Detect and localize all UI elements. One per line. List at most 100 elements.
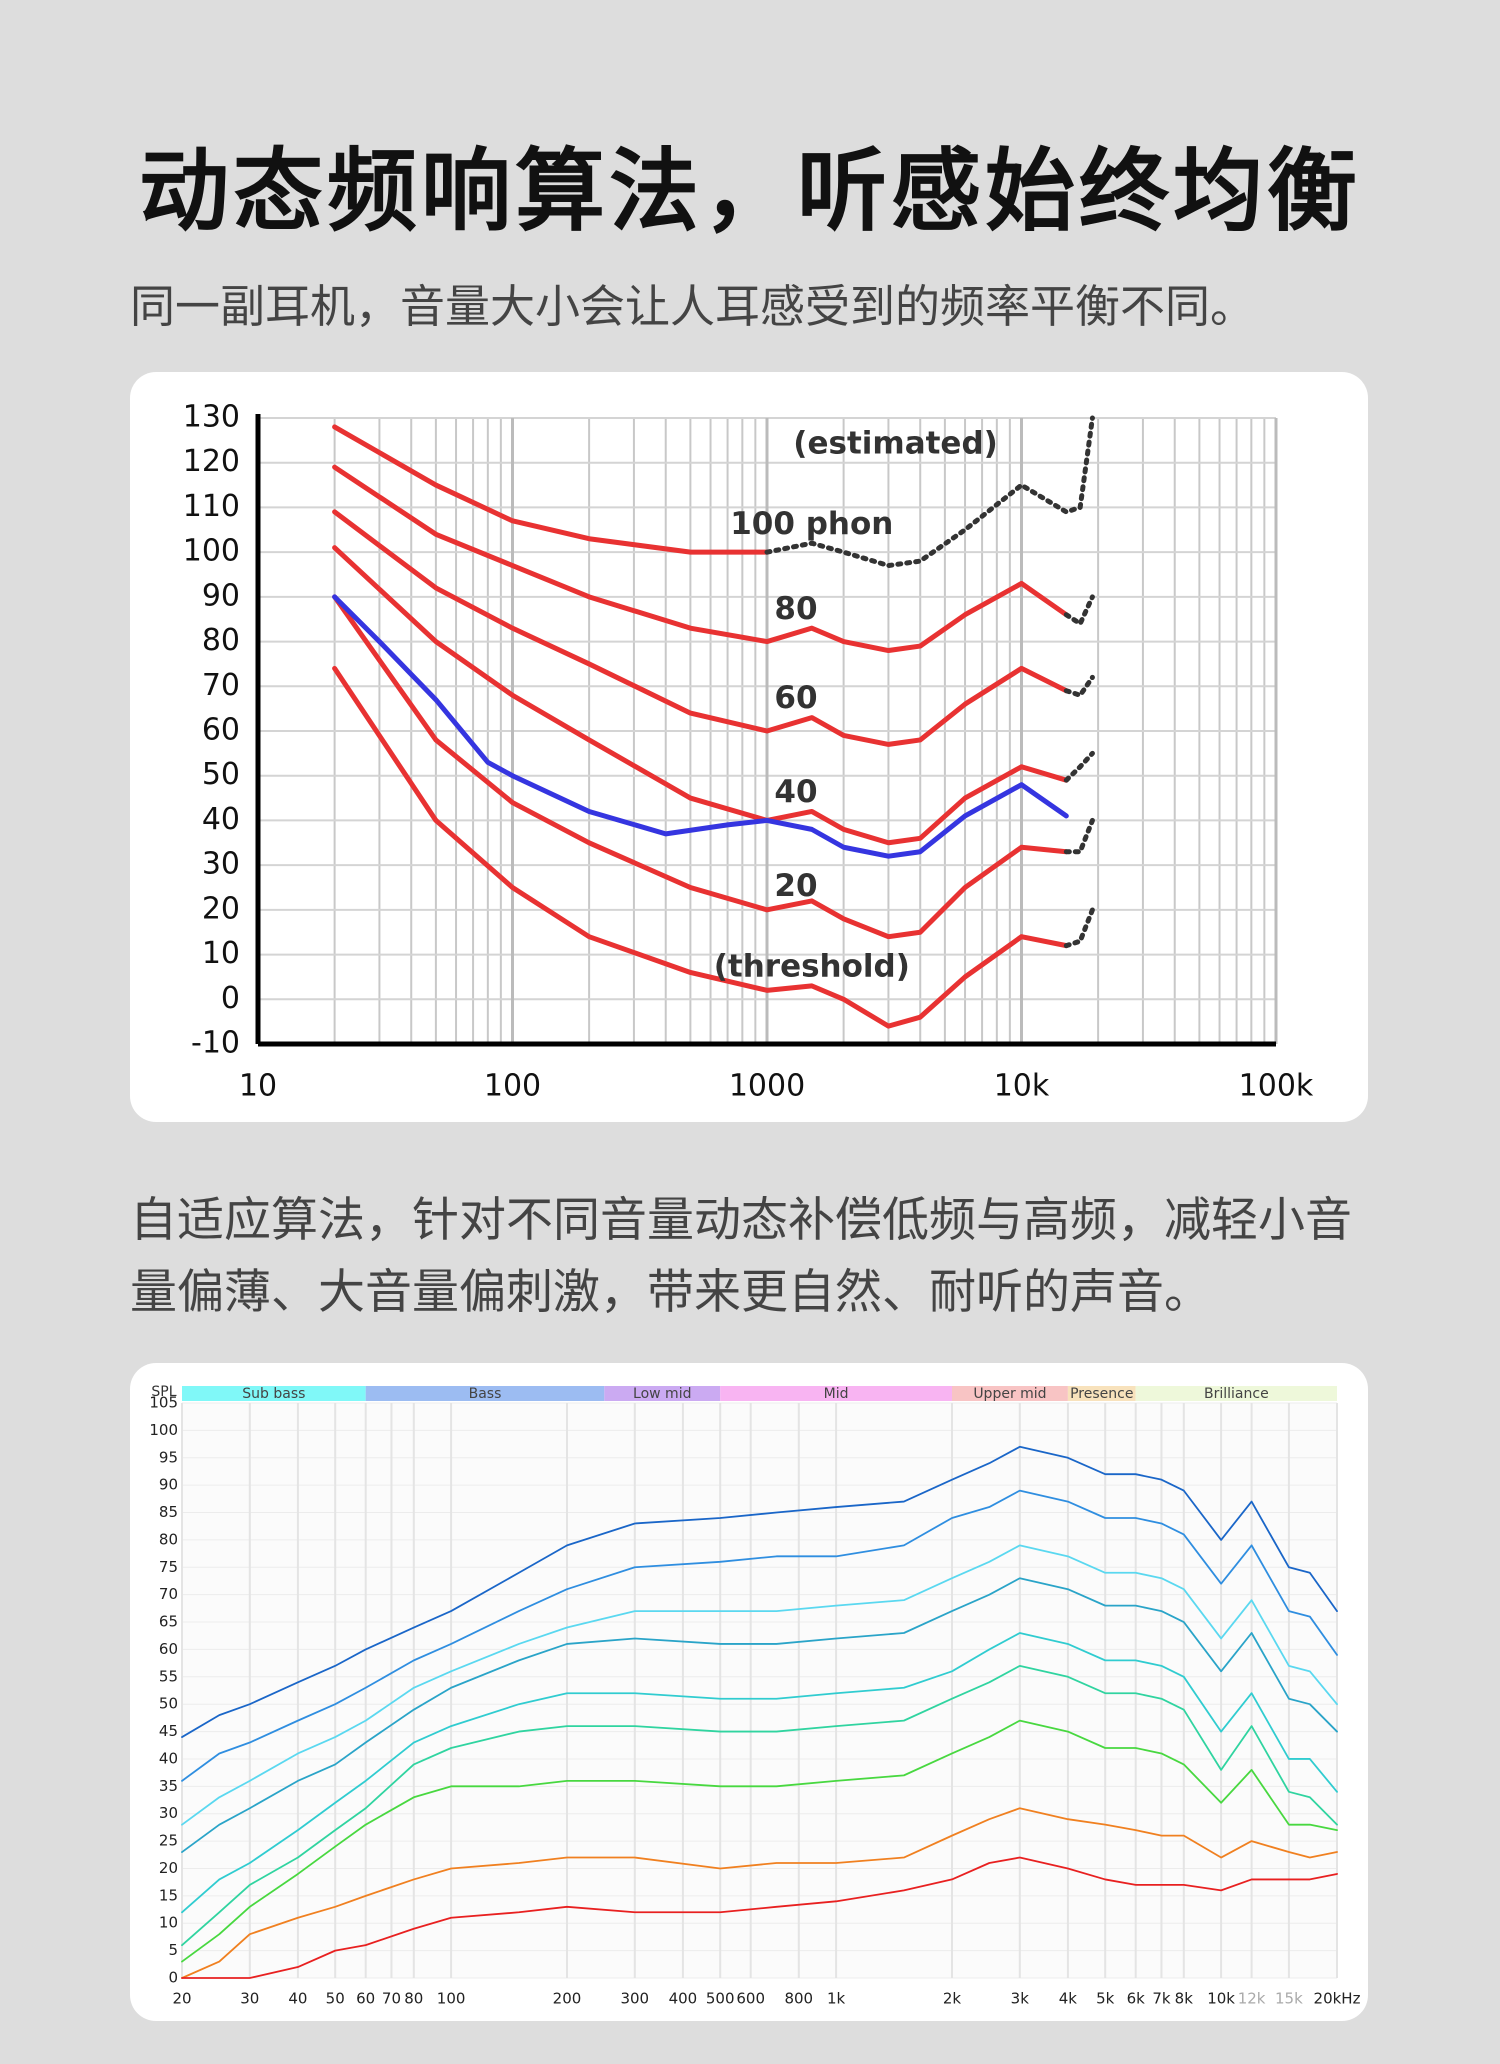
y-tick-label: 90: [159, 1476, 178, 1494]
y-axis-label: SPL: [151, 1384, 176, 1400]
band: [604, 1386, 721, 1401]
y-tick-label: 0: [221, 981, 240, 1016]
x-tick-label: 15k: [1275, 1990, 1303, 2008]
y-tick-label: 30: [159, 1804, 178, 1822]
line-series: [181, 1856, 1338, 1979]
x-tick-label: 100k: [1239, 1069, 1314, 1104]
band: [1067, 1386, 1136, 1401]
line-series: [332, 594, 1069, 940]
y-tick-label: -10: [191, 1026, 240, 1061]
x-tick-label: 10: [239, 1069, 277, 1104]
y-tick-label: 20: [202, 891, 240, 926]
y-tick-label: 75: [159, 1558, 178, 1576]
y-tick-label: 10: [202, 936, 240, 971]
y-tick-label: 60: [202, 713, 240, 748]
annotation: 80: [774, 591, 817, 627]
y-tick-label: 80: [202, 623, 240, 658]
line-series: [1063, 594, 1095, 627]
x-tick-label: 80: [404, 1990, 423, 2008]
x-tick-label: 20kHz: [1314, 1990, 1361, 2008]
line-series: [181, 1807, 1338, 1979]
chart: 0 5 10 15 20 25 30 35 40 45 50 55 60 65 70 75 80 85 90 95 10…: [149, 1384, 1361, 2008]
x-tick-label: 2k: [943, 1990, 962, 2008]
y-tick-label: 90: [202, 578, 240, 613]
chart: -10 0 10 20 30 40 50 60 70 80 90 100 110 120 130 10 100 1…: [183, 400, 1314, 1104]
x-tick-label: 1k: [827, 1990, 846, 2008]
x-tick-label: 500: [706, 1990, 735, 2008]
y-tick-label: 105: [149, 1394, 178, 1412]
y-tick-label: 55: [159, 1667, 178, 1685]
y-tick-label: 40: [202, 802, 240, 837]
x-tick-label: 100: [437, 1990, 466, 2008]
y-tick-label: 70: [202, 668, 240, 703]
band: [182, 1386, 366, 1401]
x-tick-label: 12k: [1238, 1990, 1266, 2008]
line-series: [181, 1632, 1338, 1914]
chart-card: 0 5 10 15 20 25 30 35 40 45 50 55 60 65 70 75 80 85 90 95 10…: [130, 1363, 1368, 2021]
y-tick-label: 20: [159, 1859, 178, 1877]
plot-area: [182, 1403, 1337, 1978]
band-label: Upper mid: [973, 1386, 1046, 1402]
y-tick-label: 0: [168, 1969, 178, 1987]
y-tick-label: 30: [202, 847, 240, 882]
x-tick-label: 6k: [1127, 1990, 1146, 2008]
band-label: Presence: [1070, 1386, 1133, 1402]
x-tick-label: 100: [484, 1069, 541, 1104]
y-tick-label: 70: [159, 1585, 178, 1603]
line-series: [332, 424, 770, 555]
y-tick-label: 5: [168, 1941, 178, 1959]
body-text: 自适应算法，针对不同音量动态补偿低频与高频，减轻小音量偏薄、大音量偏刺激，带来更…: [130, 1193, 1352, 1320]
y-tick-label: 100: [183, 534, 240, 569]
y-tick-label: 120: [183, 444, 240, 479]
line-series: [181, 1489, 1338, 1782]
line-series: [1063, 817, 1095, 855]
x-tick-label: 1000: [729, 1069, 805, 1104]
subtitle: 同一副耳机，音量大小会让人耳感受到的频率平衡不同。: [130, 280, 1256, 333]
chart-card: -10 0 10 20 30 40 50 60 70 80 90 100 110 120 130 10 100 1…: [130, 372, 1368, 1122]
y-tick-label: 10: [159, 1914, 178, 1932]
x-tick-label: 70: [382, 1990, 401, 2008]
band: [365, 1386, 605, 1401]
annotation: 20: [774, 868, 817, 904]
annotation: 40: [774, 774, 817, 810]
y-tick-label: 50: [202, 757, 240, 792]
y-tick-label: 40: [159, 1749, 178, 1767]
band: [1135, 1386, 1337, 1401]
annotation: (estimated): [793, 425, 998, 461]
line-series: [332, 464, 1069, 654]
line-series: [181, 1544, 1338, 1826]
band-label: Brilliance: [1204, 1386, 1269, 1402]
x-tick-label: 7k: [1152, 1990, 1171, 2008]
y-tick-label: 130: [183, 400, 240, 435]
line-series: [332, 545, 1069, 846]
y-tick-label: 45: [159, 1722, 178, 1740]
line-series: [181, 1664, 1338, 1947]
annotation: 60: [774, 680, 817, 716]
y-tick-label: 100: [149, 1421, 178, 1439]
band: [720, 1386, 952, 1401]
y-tick-label: 50: [159, 1695, 178, 1713]
band-label: Sub bass: [242, 1386, 305, 1402]
line-series: [332, 665, 1069, 1029]
band: [952, 1386, 1068, 1401]
x-tick-label: 3k: [1011, 1990, 1030, 2008]
x-tick-label: 60: [356, 1990, 375, 2008]
y-tick-label: 35: [159, 1777, 178, 1795]
y-tick-label: 110: [183, 489, 240, 524]
y-tick-label: 65: [159, 1613, 178, 1631]
line-series: [181, 1445, 1338, 1738]
x-tick-label: 600: [736, 1990, 765, 2008]
x-tick-label: 800: [784, 1990, 813, 2008]
line-series: [764, 415, 1095, 569]
x-tick-label: 300: [620, 1990, 649, 2008]
line-series: [1063, 674, 1095, 698]
x-tick-label: 30: [240, 1990, 259, 2008]
line-series: [332, 594, 1069, 859]
x-tick-label: 400: [669, 1990, 698, 2008]
x-tick-label: 5k: [1096, 1990, 1115, 2008]
y-tick-label: 95: [159, 1448, 178, 1466]
annotation: 100 phon: [730, 506, 893, 542]
x-tick-label: 10k: [994, 1069, 1050, 1104]
band-label: Low mid: [633, 1386, 691, 1402]
